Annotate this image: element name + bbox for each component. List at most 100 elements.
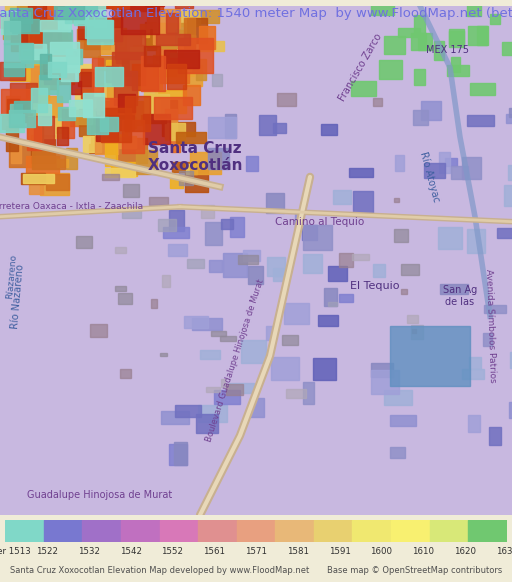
Bar (266, 193, 284, 212)
Bar (31, 136, 55, 162)
Bar (198, 406, 227, 421)
Bar (101, 108, 131, 141)
Bar (414, 16, 424, 35)
Bar (318, 315, 338, 326)
Bar (17, 98, 26, 118)
Bar (221, 379, 225, 388)
Text: Guadalupe Hinojosa de Murat: Guadalupe Hinojosa de Murat (27, 490, 173, 500)
Bar (59, 0, 71, 16)
Bar (40, 173, 69, 196)
Bar (4, 28, 36, 39)
Bar (29, 183, 43, 194)
Bar (321, 123, 337, 134)
Bar (199, 26, 216, 49)
Bar (141, 27, 161, 48)
Bar (156, 34, 190, 45)
Bar (467, 229, 484, 253)
Bar (4, 42, 33, 67)
Text: Carretera Oaxaca - Ixtla - Zaachila: Carretera Oaxaca - Ixtla - Zaachila (0, 202, 143, 211)
Bar (509, 352, 512, 368)
Bar (446, 65, 470, 76)
Bar (77, 29, 100, 58)
Bar (349, 169, 373, 177)
Bar (141, 115, 166, 123)
Bar (190, 152, 221, 174)
Bar (160, 23, 186, 48)
Bar (115, 286, 126, 291)
Bar (78, 23, 113, 39)
Bar (83, 93, 104, 116)
Bar (462, 157, 481, 179)
Bar (371, 1, 394, 15)
Bar (91, 125, 105, 150)
Bar (488, 427, 501, 445)
Bar (21, 173, 45, 184)
Bar (284, 303, 309, 324)
Bar (174, 442, 186, 465)
Bar (48, 62, 66, 77)
Bar (430, 520, 468, 542)
Bar (6, 126, 17, 151)
Bar (95, 133, 118, 154)
Bar (84, 0, 97, 13)
Bar (438, 227, 462, 249)
Bar (87, 0, 119, 8)
Bar (398, 29, 420, 37)
Bar (467, 115, 494, 126)
Bar (147, 9, 180, 27)
Bar (172, 162, 197, 172)
Bar (158, 219, 176, 231)
Bar (502, 42, 512, 55)
Bar (56, 118, 69, 133)
Bar (43, 0, 63, 28)
Bar (122, 208, 141, 218)
Text: Avenida Símbolos Patrios: Avenida Símbolos Patrios (483, 269, 497, 383)
Bar (115, 247, 125, 253)
Bar (66, 148, 77, 169)
Bar (4, 21, 20, 44)
Bar (132, 101, 143, 126)
Bar (339, 293, 353, 302)
Bar (440, 284, 468, 294)
Bar (65, 6, 88, 23)
Bar (136, 150, 157, 173)
Bar (112, 5, 122, 27)
Bar (407, 315, 418, 324)
Bar (167, 65, 186, 89)
Bar (184, 18, 195, 48)
Bar (434, 41, 444, 60)
Bar (10, 8, 32, 23)
Bar (88, 0, 112, 8)
Bar (198, 520, 237, 542)
Bar (2, 89, 32, 115)
Bar (11, 143, 20, 164)
Bar (282, 335, 298, 345)
Text: 1581: 1581 (287, 547, 309, 556)
Bar (144, 94, 169, 114)
Bar (328, 302, 336, 306)
Bar (175, 404, 201, 417)
Bar (508, 165, 512, 180)
Bar (10, 68, 40, 81)
Bar (90, 104, 123, 126)
Bar (96, 108, 118, 141)
Bar (166, 13, 178, 33)
Bar (50, 42, 79, 67)
Bar (5, 0, 26, 14)
Bar (201, 205, 214, 218)
Bar (44, 520, 82, 542)
Bar (180, 36, 195, 51)
Bar (339, 253, 353, 267)
Bar (53, 7, 67, 18)
Bar (144, 46, 160, 66)
Bar (277, 94, 295, 106)
Bar (1, 113, 24, 132)
Text: meter 1513: meter 1513 (0, 547, 31, 556)
Bar (97, 83, 131, 103)
Bar (509, 108, 512, 118)
Bar (418, 33, 426, 50)
Bar (451, 57, 460, 72)
Text: Santa Cruz Xoxocotlan Elevation Map developed by www.FloodMap.net: Santa Cruz Xoxocotlan Elevation Map deve… (10, 566, 309, 576)
Bar (212, 74, 222, 86)
Bar (30, 81, 49, 100)
